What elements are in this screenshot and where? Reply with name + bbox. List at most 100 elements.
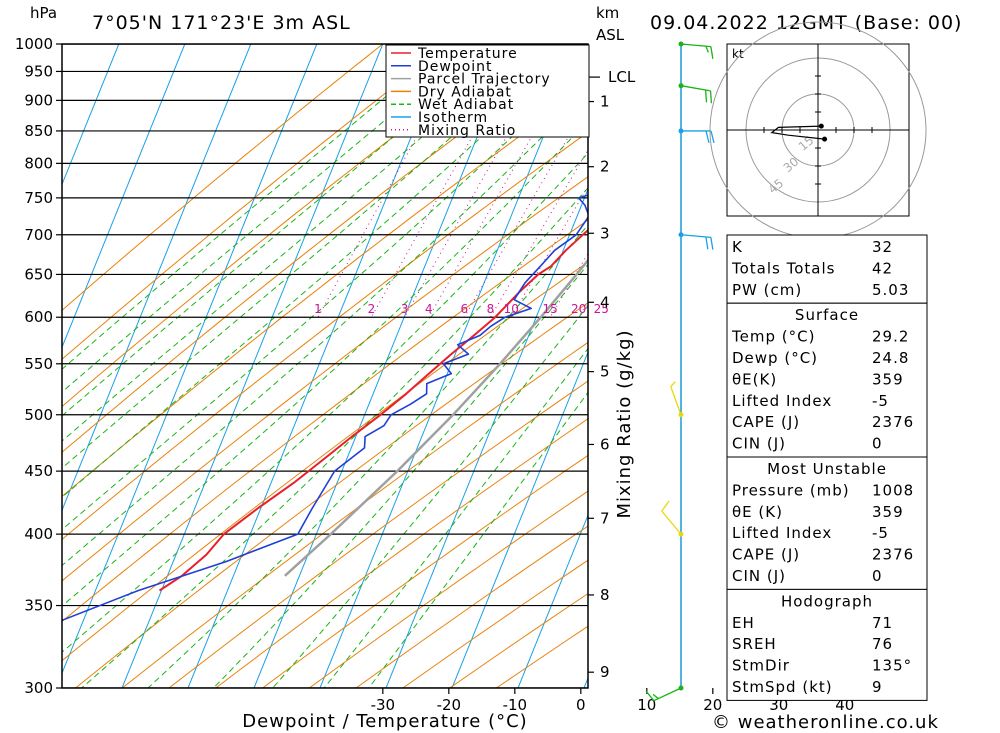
surface-label: CAPE (J) — [732, 413, 800, 431]
height-tick-label: 4 — [600, 293, 610, 311]
temperature-tick-label: -20 — [437, 696, 462, 714]
wet-adiabat-line — [368, 391, 588, 688]
wind-barb-dot — [678, 83, 684, 89]
wet-adiabat-line — [62, 44, 502, 417]
wind-barb-flag — [704, 89, 708, 103]
pressure-tick-label: 700 — [24, 226, 53, 244]
hodograph-stats-label: SREH — [732, 635, 777, 653]
profile-lines — [62, 194, 588, 622]
wind-barb-dot — [678, 412, 684, 418]
height-tick-label: 7 — [600, 509, 610, 527]
mixing-ratio-label: 15 — [543, 302, 558, 316]
pressure-tick-label: 800 — [24, 154, 53, 172]
pressure-tick-label: 950 — [24, 62, 53, 80]
surface-label: CIN (J) — [732, 435, 786, 453]
most-unstable-label: CAPE (J) — [732, 546, 800, 564]
general-label: Totals Totals — [731, 259, 835, 277]
hodograph-stats-value: 76 — [872, 635, 893, 653]
isotherm-line — [62, 44, 318, 675]
wind-barb-shaft — [661, 510, 682, 535]
isotherm-line — [319, 44, 582, 688]
wind-barb-dot — [678, 128, 684, 134]
hodograph-start-dot — [818, 123, 824, 129]
dry-adiabat-line — [75, 302, 588, 688]
general-label: PW (cm) — [732, 281, 802, 299]
mixing-ratio-label: 6 — [461, 302, 469, 316]
surface-value: 0 — [872, 435, 883, 453]
general-label: K — [732, 238, 743, 256]
hodograph-stats-title: Hodograph — [781, 592, 873, 610]
pressure-unit-label: hPa — [30, 4, 57, 22]
mixing-ratio-label: 1 — [314, 302, 322, 316]
height-axis: 1 2 3 4 5 6 7 8 9 LCL — [588, 68, 636, 681]
mixing-ratio-label: 3 — [401, 302, 409, 316]
wet-adiabat-line — [272, 304, 588, 688]
x-axis-title: Dewpoint / Temperature (°C) — [242, 711, 527, 732]
dry-adiabat-line — [215, 418, 588, 688]
most-unstable-value: 0 — [872, 567, 883, 585]
pressure-tick-label: 650 — [24, 265, 53, 283]
surface-value: 359 — [872, 370, 904, 388]
wind-barb-flag — [710, 46, 714, 59]
pressure-tick-label: 500 — [24, 406, 53, 424]
pressure-tick-label: 350 — [24, 597, 53, 615]
most-unstable-title: Most Unstable — [767, 460, 887, 478]
mixing-ratio-label: 2 — [368, 302, 376, 316]
height-tick-label: 1 — [600, 93, 610, 111]
height-tick-label: 3 — [600, 224, 610, 242]
height-tick-label: 6 — [600, 435, 610, 453]
height-unit-asl: ASL — [596, 26, 625, 44]
wind-barb-flag — [709, 90, 713, 104]
general-value: 42 — [872, 259, 893, 277]
wind-barb — [678, 83, 713, 104]
lcl-label: LCL — [608, 68, 636, 86]
surface-label: Temp (°C) — [731, 328, 815, 346]
dry-adiabat-line — [62, 85, 588, 498]
general-section — [726, 234, 928, 304]
dry-adiabat-line — [262, 454, 588, 688]
wet-adiabat-line — [62, 44, 450, 370]
most-unstable-value: -5 — [872, 524, 889, 542]
legend-label: Parcel Trajectory — [418, 72, 551, 88]
surface-value: 2376 — [872, 413, 914, 431]
height-tick-label: 5 — [600, 363, 610, 381]
plot-frame — [61, 43, 589, 689]
wet-adiabat-lines — [62, 44, 588, 688]
surface-value: 24.8 — [872, 349, 909, 367]
wind-barb-flag — [705, 130, 710, 144]
wind-barb — [678, 232, 714, 250]
pressure-tick-label: 850 — [24, 122, 53, 140]
legend-label: Dry Adiabat — [418, 84, 512, 100]
wind-barb-flag — [710, 237, 714, 250]
most-unstable-value: 1008 — [872, 481, 914, 499]
surface-value: 29.2 — [872, 328, 909, 346]
pressure-tick-label: 600 — [24, 308, 53, 326]
wet-adiabat-line — [81, 187, 588, 688]
legend-label: Isotherm — [418, 110, 488, 126]
wind-barb — [678, 41, 714, 59]
wind-barb — [661, 500, 684, 537]
hodograph-stats-label: EH — [732, 614, 755, 632]
wet-adiabat-line — [62, 44, 476, 393]
dry-adiabat-line — [168, 380, 588, 688]
general-value: 32 — [872, 238, 893, 256]
temperature-profile — [158, 228, 588, 592]
legend-label: Wet Adiabat — [418, 97, 514, 113]
legend-label: Mixing Ratio — [418, 123, 516, 139]
wet-adiabat-line — [62, 44, 582, 498]
wind-barb-flag — [705, 236, 709, 250]
wind-barbs — [645, 41, 715, 702]
wind-barb-dot — [678, 41, 684, 47]
surface-value: -5 — [872, 392, 889, 410]
height-tick-label: 8 — [600, 586, 610, 604]
hodograph-stats-section — [726, 588, 928, 701]
most-unstable-label: CIN (J) — [732, 567, 786, 585]
most-unstable-label: Lifted Index — [732, 524, 832, 542]
pressure-tick-label: 300 — [24, 679, 53, 697]
isotherm-line — [385, 187, 588, 688]
pressure-tick-label: 900 — [24, 91, 53, 109]
hodograph-stats-label: StmSpd (kt) — [732, 678, 833, 696]
